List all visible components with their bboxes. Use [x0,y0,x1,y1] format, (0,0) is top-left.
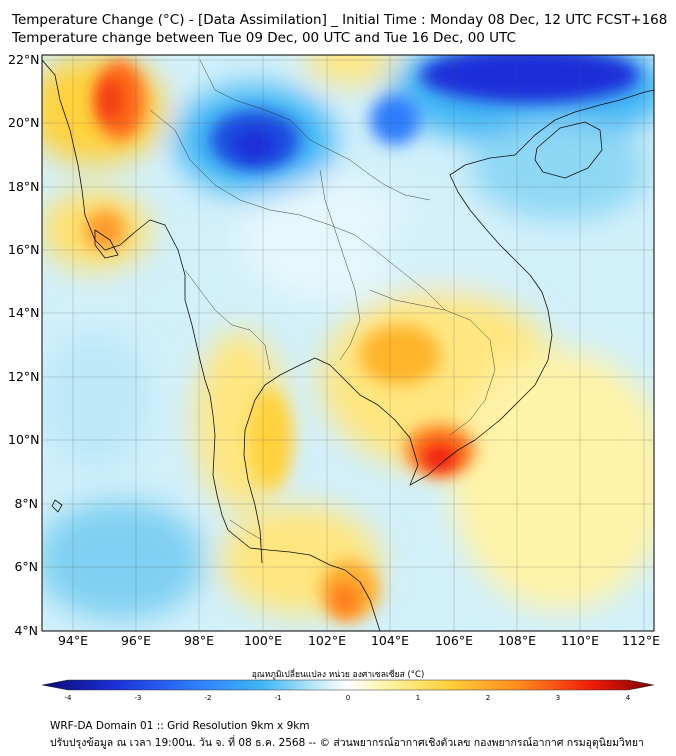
colorbar-tick: 2 [485,694,491,702]
map-gridlines [42,55,654,631]
lat-label-18n: 18°N [8,179,40,194]
lat-label-6n: 6°N [14,559,38,574]
lon-label-106e: 106°E [434,633,473,648]
colorbar-tick: 4 [625,694,631,702]
lon-label-98e: 98°E [183,633,215,648]
lon-label-108e: 108°E [497,633,536,648]
colorbar-tick: 1 [415,694,421,702]
mainland-coastline [42,59,381,631]
colorbar [41,679,655,691]
colorbar-tick: 0 [345,694,351,702]
lon-label-112e: 112°E [621,633,660,648]
colorbar-tick: -4 [64,694,72,702]
lat-label-16n: 16°N [8,242,40,257]
gulf-coastline [243,89,654,564]
chart-subtitle: Temperature change between Tue 09 Dec, 0… [12,30,516,46]
lat-label-20n: 20°N [8,115,40,130]
lat-label-12n: 12°N [8,369,40,384]
lat-label-14n: 14°N [8,305,40,320]
colorbar-tick: 3 [555,694,561,702]
lat-label-8n: 8°N [14,496,38,511]
lon-label-94e: 94°E [57,633,89,648]
chart-title: Temperature Change (°C) - [Data Assimila… [12,12,668,28]
small-island [51,499,63,513]
lon-label-104e: 104°E [370,633,409,648]
coastlines [42,59,654,631]
colorbar-tick: -2 [204,694,212,702]
lon-label-102e: 102°E [307,633,346,648]
lon-label-110e: 110°E [560,633,599,648]
hainan-island [534,121,603,179]
country-borders [149,59,496,541]
temperature-field [42,55,654,631]
lat-label-4n: 4°N [14,623,38,638]
colorbar-tick: -1 [274,694,282,702]
map-frame [41,54,655,632]
lat-label-10n: 10°N [8,432,40,447]
colorbar-tick: -3 [134,694,142,702]
footer-update-info: ปรับปรุงข้อมูล ณ เวลา 19:00น. วัน จ. ที่… [50,737,644,749]
colorbar-title: อุณหภูมิเปลี่ยนแปลง หน่วย องศาเซลเซียส (… [251,670,425,680]
lon-label-100e: 100°E [243,633,282,648]
lat-label-22n: 22°N [8,52,40,67]
lon-label-96e: 96°E [120,633,152,648]
coastal-island [94,229,119,259]
footer-domain-info: WRF-DA Domain 01 :: Grid Resolution 9km … [50,720,310,732]
